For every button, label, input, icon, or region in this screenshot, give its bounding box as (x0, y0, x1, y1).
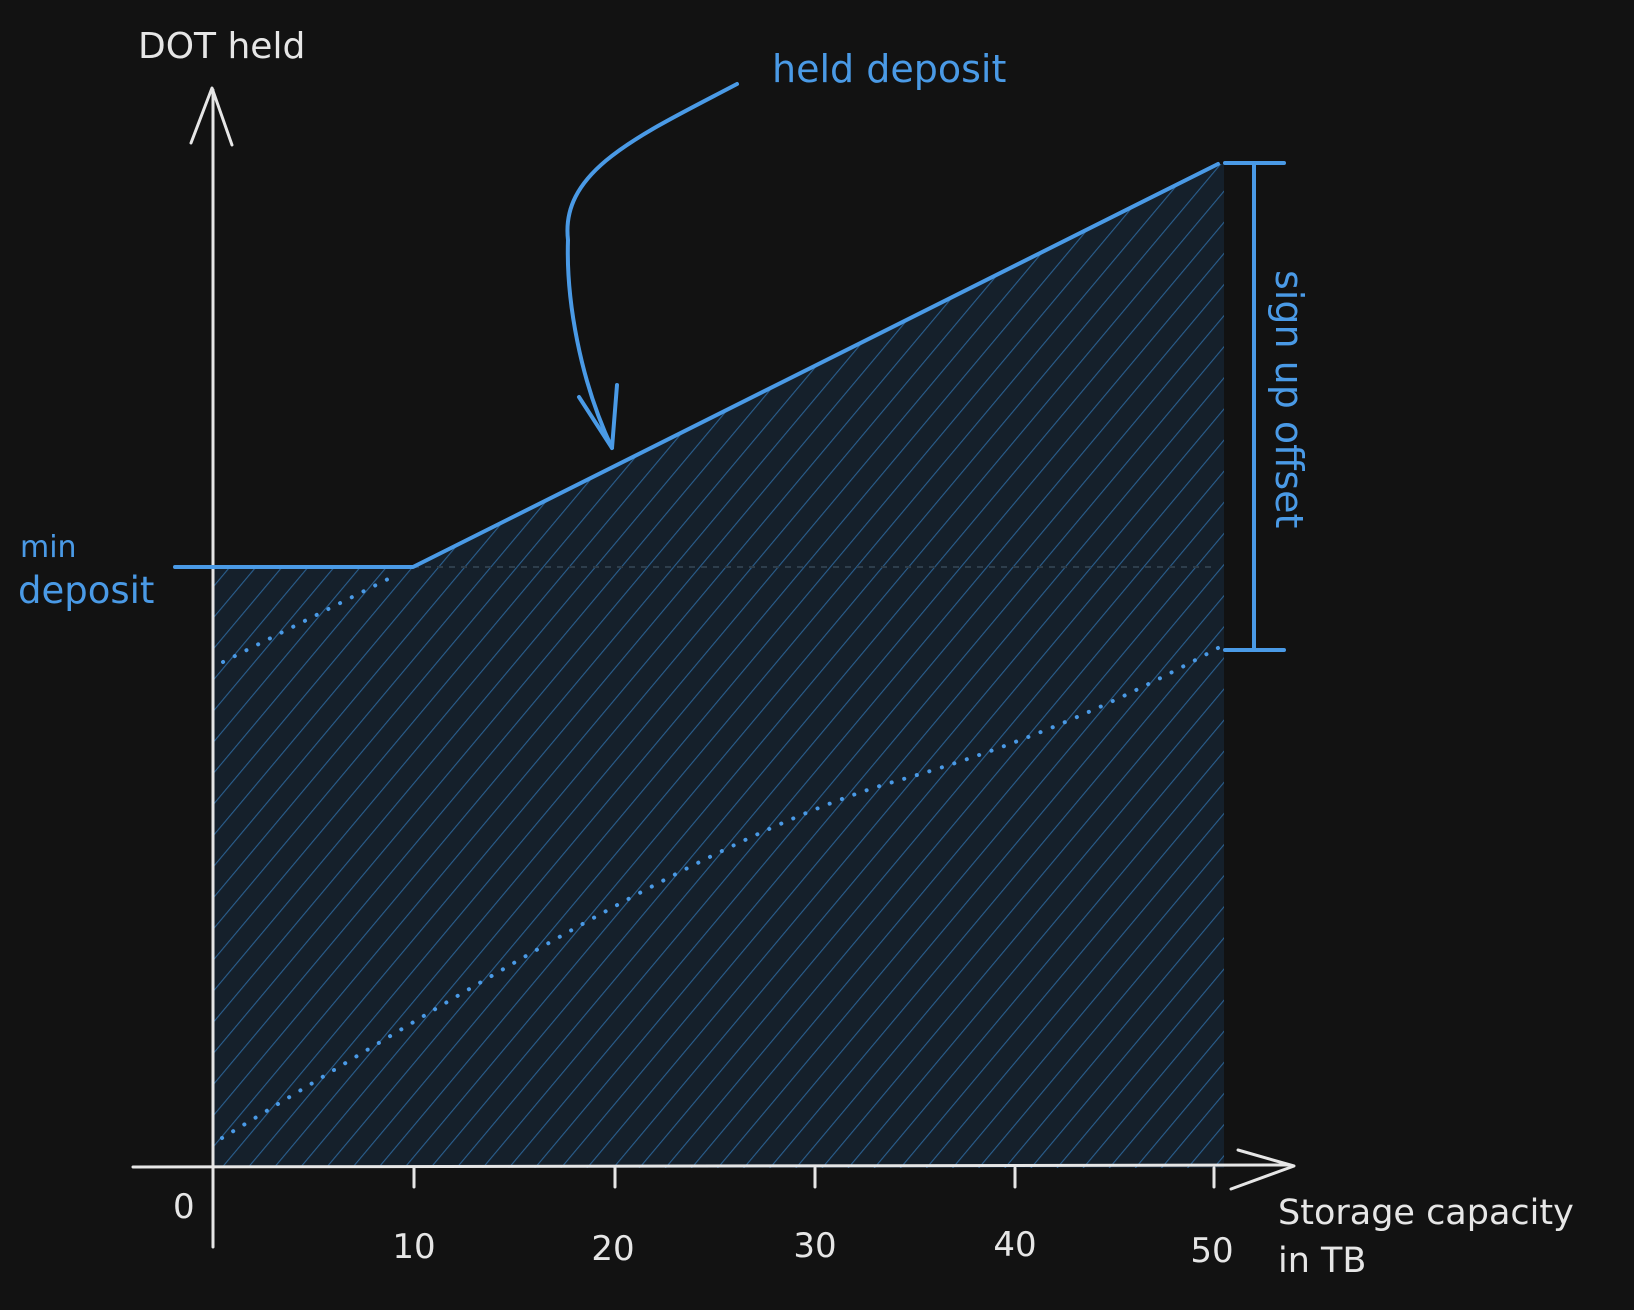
x-tick-label-20: 20 (591, 1229, 634, 1269)
x-tick-label-30: 30 (793, 1226, 836, 1266)
x-axis-arrowhead (1229, 1148, 1296, 1191)
min-deposit-label-line1: min (20, 530, 77, 565)
base-cost-dotted-curve (220, 646, 1220, 1140)
pointer-arrowhead (577, 383, 619, 450)
held-deposit-line (173, 162, 1220, 569)
min-deposit-label-line2: deposit (18, 569, 154, 612)
x-axis-title-line2: in TB (1278, 1241, 1366, 1281)
held-deposit-area (213, 164, 1224, 1168)
sign-up-offset-bracket (1223, 161, 1286, 652)
x-axis-title-line1: Storage capacity (1278, 1193, 1574, 1233)
y-axis-title: DOT held (138, 26, 305, 67)
held-deposit-label: held deposit (772, 47, 1006, 91)
x-tick-label-10: 10 (392, 1227, 435, 1267)
held-deposit-pointer-arrow (565, 82, 739, 450)
origin-label: 0 (173, 1187, 195, 1227)
x-tick-label-50: 50 (1190, 1231, 1233, 1271)
y-axis-arrowhead (189, 86, 234, 147)
x-axis-line (131, 1163, 1290, 1169)
sign-up-offset-label: sign up offset (1267, 270, 1311, 528)
x-tick-label-40: 40 (993, 1225, 1036, 1265)
